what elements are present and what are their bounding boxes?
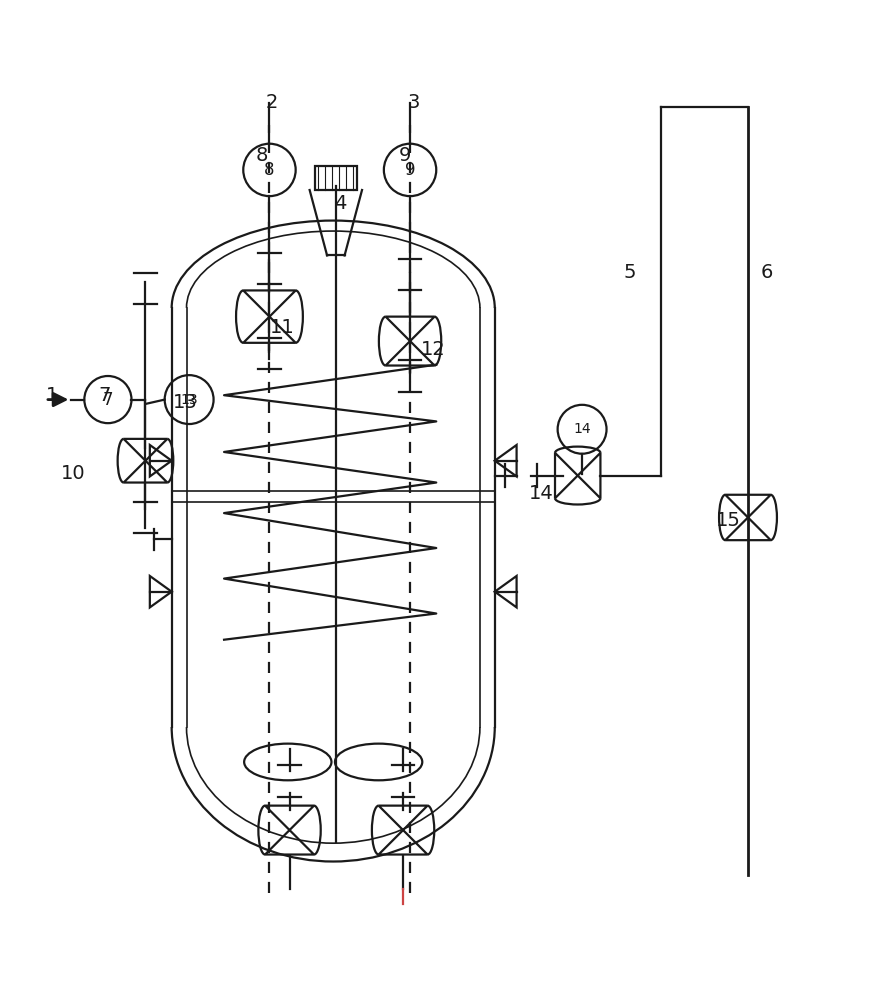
Text: 6: 6	[761, 263, 774, 282]
Text: 8: 8	[265, 161, 275, 179]
Text: 7: 7	[102, 391, 113, 409]
Text: 3: 3	[407, 93, 420, 112]
Text: 14: 14	[573, 422, 591, 436]
Text: 9: 9	[399, 146, 411, 165]
Text: 8: 8	[256, 146, 268, 165]
Text: 11: 11	[270, 318, 295, 337]
Text: 12: 12	[420, 340, 445, 359]
Text: 1: 1	[46, 386, 58, 405]
Text: 15: 15	[717, 511, 741, 530]
Bar	[314, 166, 357, 190]
Text: 14: 14	[528, 484, 554, 503]
Text: 5: 5	[624, 263, 636, 282]
Text: 10: 10	[60, 464, 85, 483]
Text: 4: 4	[334, 194, 346, 213]
Text: 13: 13	[180, 393, 198, 407]
Text: 13: 13	[173, 393, 198, 412]
Text: 9: 9	[405, 161, 415, 179]
Text: 7: 7	[98, 386, 110, 405]
Text: 2: 2	[266, 93, 279, 112]
